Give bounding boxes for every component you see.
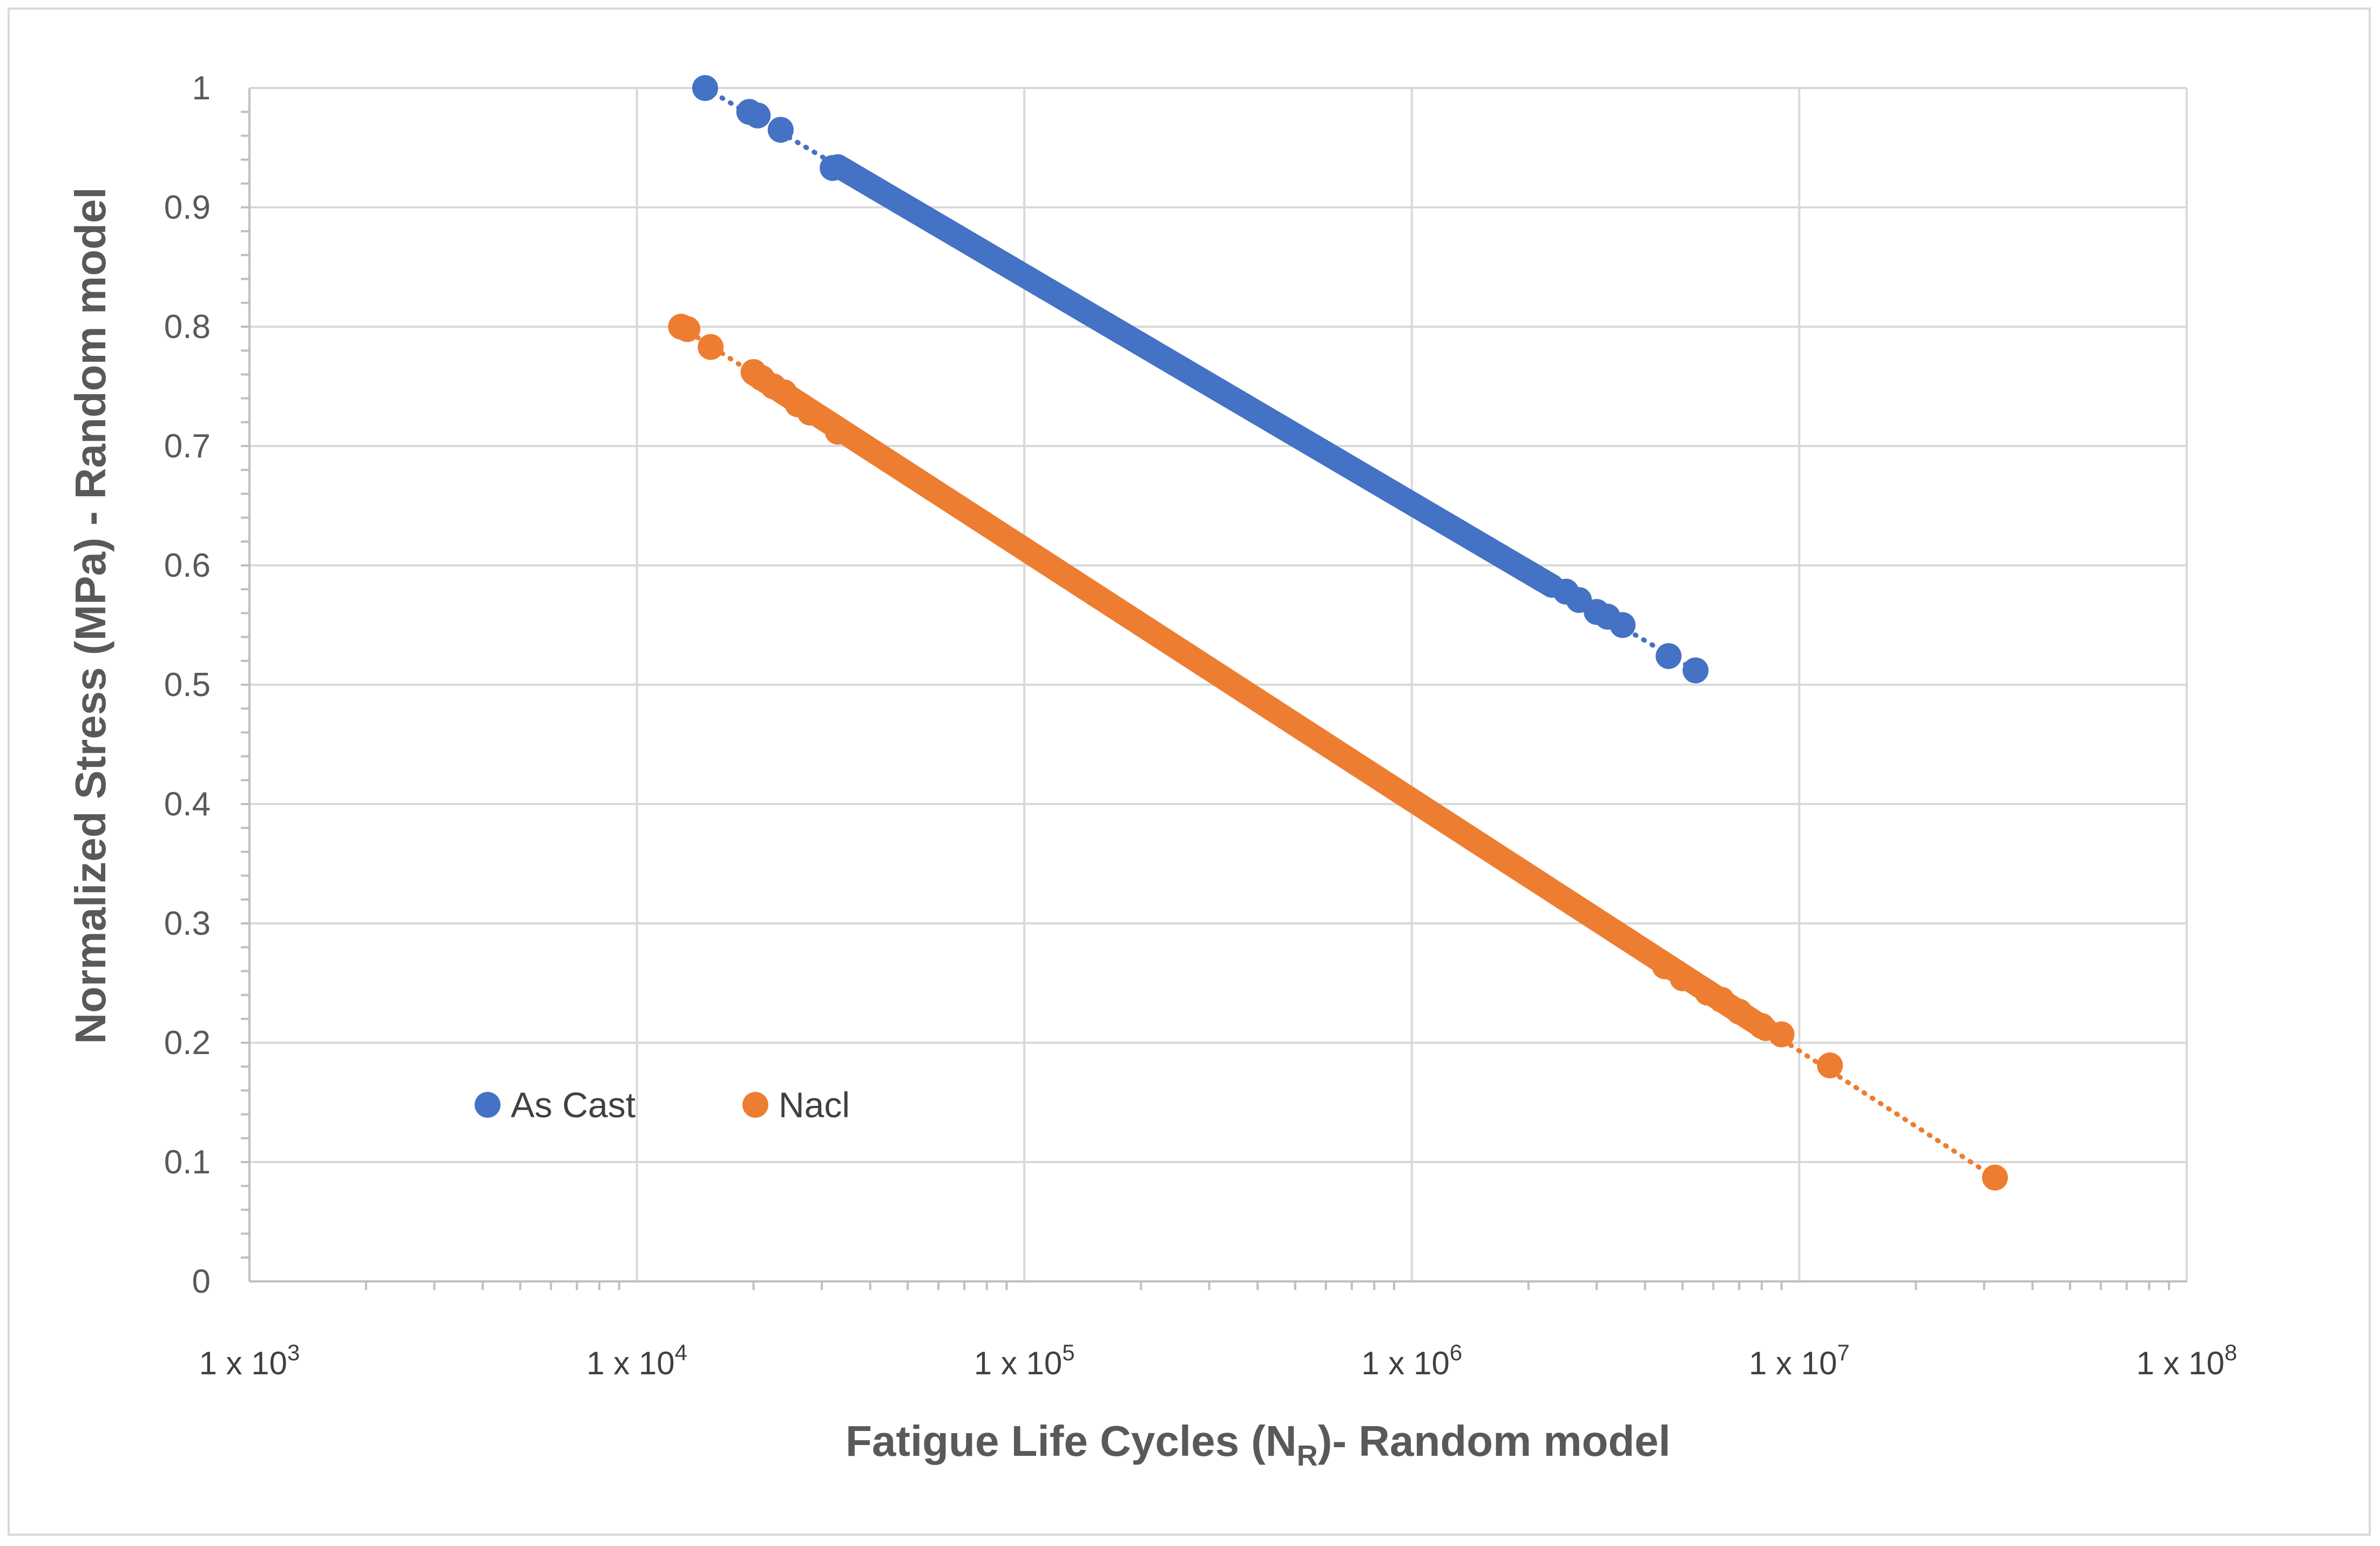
y-tick-label: 0.8 bbox=[164, 308, 211, 346]
x-axis-title-main: Fatigue Life Cycles (N bbox=[846, 1417, 1297, 1465]
y-tick-label: 0.5 bbox=[164, 666, 211, 704]
point-nacl bbox=[698, 334, 724, 360]
point-as-cast bbox=[692, 75, 718, 101]
legend-marker-as-cast bbox=[475, 1092, 501, 1118]
y-tick-label: 0.9 bbox=[164, 189, 211, 226]
point-nacl bbox=[1817, 1052, 1843, 1078]
point-nacl bbox=[1669, 965, 1696, 991]
y-tick-label: 0.6 bbox=[164, 547, 211, 584]
point-nacl bbox=[1726, 998, 1753, 1025]
point-nacl bbox=[674, 316, 701, 342]
y-tick-label: 0 bbox=[192, 1263, 211, 1300]
legend-marker-nacl bbox=[742, 1092, 768, 1118]
trendlines bbox=[678, 85, 1998, 1180]
point-nacl bbox=[797, 400, 823, 426]
y-tick-label: 0.3 bbox=[164, 905, 211, 942]
point-as-cast bbox=[1655, 643, 1682, 669]
y-tick-label: 0.4 bbox=[164, 786, 211, 823]
point-as-cast bbox=[745, 102, 771, 129]
x-tick-label: 1 x 107 bbox=[1749, 1340, 1850, 1381]
point-as-cast bbox=[820, 155, 846, 181]
x-tick-label: 1 x 105 bbox=[974, 1340, 1075, 1381]
legend-label-as-cast: As Cast bbox=[511, 1085, 635, 1125]
legend-label-nacl: Nacl bbox=[779, 1085, 850, 1125]
point-nacl bbox=[1982, 1164, 2008, 1191]
data-points bbox=[668, 75, 2008, 1191]
point-as-cast bbox=[1610, 612, 1636, 638]
legend: As Cast Nacl bbox=[475, 1085, 850, 1125]
y-tick-label: 0.2 bbox=[164, 1024, 211, 1062]
y-tick-label: 0.7 bbox=[164, 428, 211, 465]
point-as-cast bbox=[1682, 657, 1709, 684]
point-as-cast bbox=[767, 117, 794, 143]
x-tick-label: 1 x 106 bbox=[1361, 1340, 1462, 1381]
x-tick-label: 1 x 103 bbox=[199, 1340, 300, 1381]
x-tick-label: 1 x 108 bbox=[2136, 1340, 2237, 1381]
x-tick-label: 1 x 104 bbox=[586, 1340, 687, 1381]
x-axis-title-subscript: R bbox=[1297, 1440, 1318, 1472]
axes bbox=[241, 88, 2187, 1290]
y-axis-title: Normalized Stress (MPa) - Random model bbox=[66, 187, 114, 1044]
y-tick-label: 0.1 bbox=[164, 1144, 211, 1181]
tick-labels: 0 0.1 0.2 0.3 0.4 0.5 0.6 0.7 0.8 0.9 1 1 x 103 1 x … bbox=[164, 70, 2237, 1381]
x-axis-title-suffix: )- Random model bbox=[1318, 1417, 1671, 1465]
point-nacl bbox=[824, 418, 851, 445]
point-nacl bbox=[1768, 1021, 1795, 1048]
point-nacl bbox=[1748, 1013, 1775, 1039]
grid bbox=[249, 87, 2188, 1281]
y-tick-label: 1 bbox=[192, 70, 211, 107]
x-axis-title: Fatigue Life Cycles (NR)- Random model bbox=[846, 1417, 1671, 1472]
